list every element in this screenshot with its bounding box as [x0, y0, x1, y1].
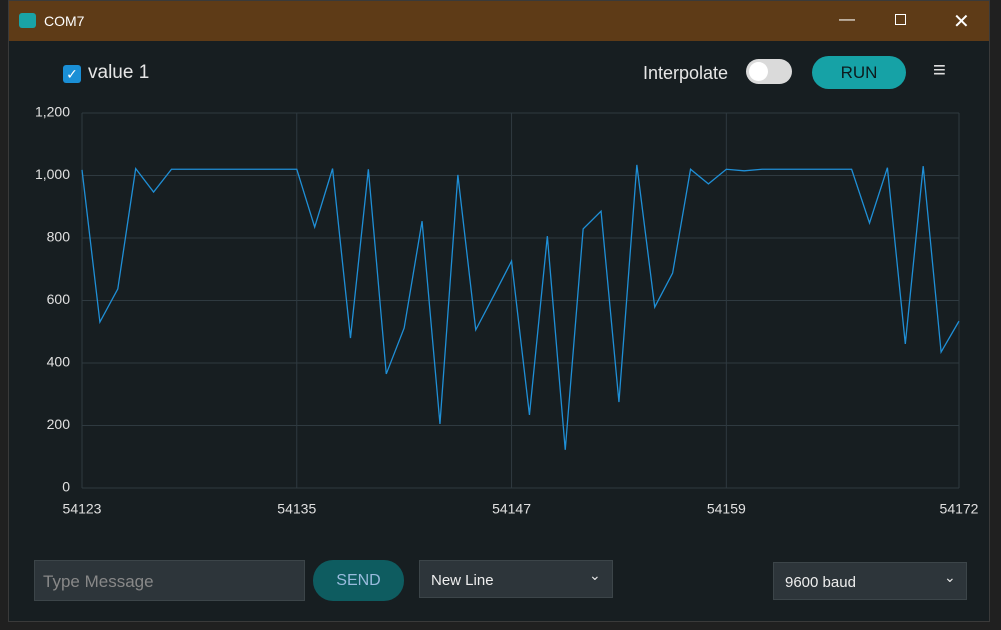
menu-button[interactable]: ≡: [933, 57, 946, 82]
window-title: COM7: [44, 13, 85, 29]
message-input[interactable]: Type Message: [34, 560, 305, 601]
data-line: [81, 164, 960, 450]
x-tick-label: 54123: [63, 501, 102, 517]
x-tick-label: 54159: [707, 501, 746, 517]
baud-select[interactable]: 9600 baud: [773, 562, 967, 600]
send-button[interactable]: SEND: [313, 560, 404, 601]
x-tick-label: 54147: [492, 501, 531, 517]
toggle-knob: [749, 62, 768, 81]
app-icon: [19, 13, 36, 28]
y-tick-label: 0: [62, 479, 70, 495]
dropdown-arrow: ⌄: [944, 569, 956, 585]
x-tick-label: 54135: [277, 501, 316, 517]
y-tick-label: 200: [47, 416, 71, 432]
line-ending-select[interactable]: New Line: [419, 560, 613, 598]
maximize-button[interactable]: [895, 14, 906, 25]
y-tick-label: 400: [47, 354, 71, 370]
y-tick-label: 600: [47, 291, 71, 307]
interpolate-label: Interpolate: [643, 63, 729, 83]
legend-entry: value 1: [88, 62, 150, 83]
minimize-button[interactable]: —: [839, 11, 855, 28]
window: COM7 — ✕ ✓ value 1 Interpolate RUN ≡ Typ…: [8, 0, 990, 622]
interpolate-toggle[interactable]: [746, 59, 792, 84]
y-tick-label: 1,000: [35, 166, 70, 182]
title-bar: COM7 — ✕: [9, 1, 989, 41]
close-button[interactable]: ✕: [953, 11, 970, 33]
series-checkbox[interactable]: ✓: [63, 65, 81, 83]
x-tick-label: 54172: [940, 501, 979, 517]
y-tick-label: 1,200: [35, 104, 70, 120]
dropdown-arrow: ⌄: [589, 567, 601, 583]
chart: 0 200 400 600 800 1,000 1,200 54123 54135 54147 54…: [35, 104, 979, 517]
y-tick-label: 800: [47, 229, 71, 245]
run-button[interactable]: RUN: [812, 56, 906, 89]
